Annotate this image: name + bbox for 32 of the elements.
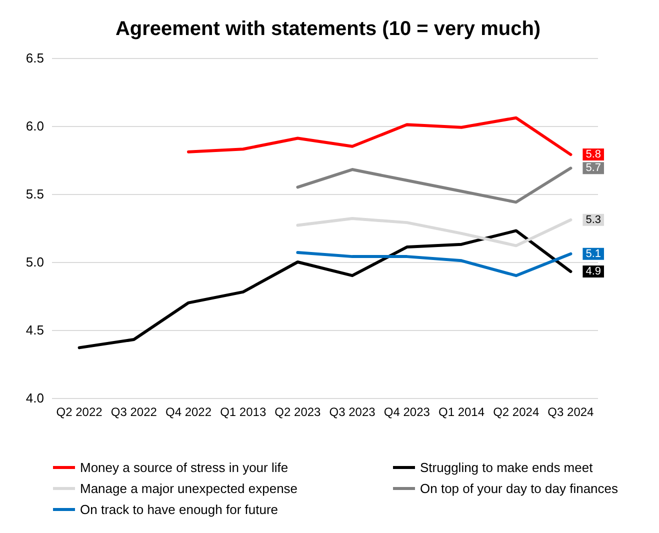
- line-series: [187, 116, 572, 156]
- data-label: 4.9: [586, 266, 601, 278]
- line-series: [296, 216, 572, 248]
- x-tick-label: Q1 2014: [438, 405, 485, 419]
- y-tick-label: 5.0: [26, 254, 44, 270]
- y-tick-label: 6.5: [26, 50, 44, 66]
- legend-label: On track to have enough for future: [80, 502, 278, 517]
- data-label: 5.8: [586, 148, 601, 161]
- y-tick-label: 4.5: [26, 322, 44, 338]
- data-label: 5.3: [586, 214, 601, 226]
- x-tick-label: Q3 2024: [548, 405, 594, 419]
- line-series: [296, 250, 572, 278]
- y-tick-label: 4.0: [26, 390, 44, 406]
- x-tick-label: Q2 2022: [56, 405, 103, 419]
- x-tick-label: Q2 2023: [274, 405, 322, 419]
- line-series: [296, 166, 572, 204]
- x-tick-label: Q4 2023: [384, 405, 430, 419]
- legend-label: On top of your day to day finances: [420, 481, 619, 496]
- data-label: 5.7: [586, 162, 601, 174]
- chart-title: Agreement with statements (10 = very much): [115, 18, 541, 40]
- x-tick-label: Q3 2022: [110, 405, 158, 419]
- data-label: 5.1: [586, 248, 601, 260]
- legend-label: Struggling to make ends meet: [420, 460, 594, 475]
- x-tick-label: Q1 2013: [220, 405, 266, 419]
- x-tick-label: Q4 2022: [165, 405, 212, 419]
- x-tick-label: Q3 2023: [329, 405, 376, 419]
- legend-label: Money a source of stress in your life: [80, 460, 288, 475]
- line-series: [78, 229, 572, 350]
- legend-label: Manage a major unexpected expense: [80, 481, 298, 496]
- y-tick-label: 5.5: [26, 186, 44, 202]
- y-tick-label: 6.0: [26, 118, 44, 134]
- x-tick-label: Q2 2024: [493, 405, 540, 419]
